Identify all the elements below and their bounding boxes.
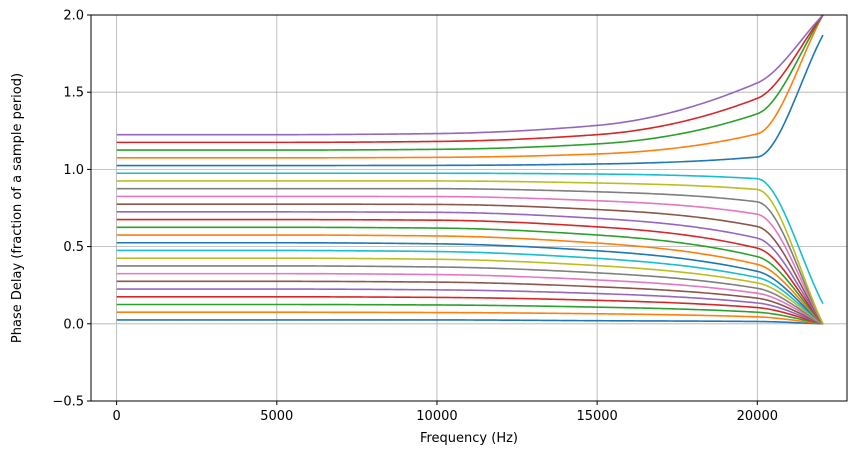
y-tick-label: 1.0	[63, 163, 84, 178]
series-line	[116, 288, 824, 325]
series-line	[116, 257, 824, 325]
y-axis-label: Phase Delay (fraction of a sample period…	[10, 73, 25, 343]
y-tick-label: 1.5	[63, 86, 84, 101]
y-axis: −0.5 0.0 0.5 1.0 1.5 2.0	[52, 9, 91, 410]
x-axis-label: Frequency (Hz)	[420, 431, 518, 446]
series-line	[116, 195, 824, 325]
series-line	[116, 15, 824, 144]
series-line	[116, 226, 824, 325]
x-tick-label: 5000	[260, 409, 293, 424]
x-tick-label: 0	[112, 409, 120, 424]
x-tick-label: 15000	[576, 409, 617, 424]
series-line	[116, 241, 824, 325]
series-line	[116, 265, 824, 325]
series-line	[116, 180, 824, 325]
y-tick-label: 0.5	[63, 240, 84, 255]
series-line	[116, 15, 824, 159]
series-group	[116, 15, 824, 325]
series-line	[116, 280, 824, 325]
series-line	[116, 187, 824, 325]
series-line	[116, 295, 824, 325]
series-line	[116, 203, 824, 325]
x-axis: 0 5000 10000 15000 20000	[112, 401, 778, 424]
series-line	[116, 234, 824, 325]
series-line	[116, 15, 824, 136]
y-tick-label: 2.0	[63, 9, 84, 24]
grid	[91, 14, 847, 402]
series-line	[116, 311, 824, 325]
series-line	[116, 15, 824, 151]
x-tick-label: 20000	[737, 409, 778, 424]
series-line	[116, 249, 824, 325]
y-tick-label: −0.5	[52, 395, 84, 410]
series-line	[116, 172, 824, 305]
series-line	[116, 303, 824, 325]
series-line	[116, 211, 824, 325]
series-line	[116, 319, 823, 325]
x-tick-label: 10000	[416, 409, 457, 424]
y-tick-label: 0.0	[63, 317, 84, 332]
series-line	[116, 272, 824, 325]
series-line	[116, 218, 824, 325]
plot-frame	[90, 14, 848, 402]
series-line	[116, 34, 824, 167]
